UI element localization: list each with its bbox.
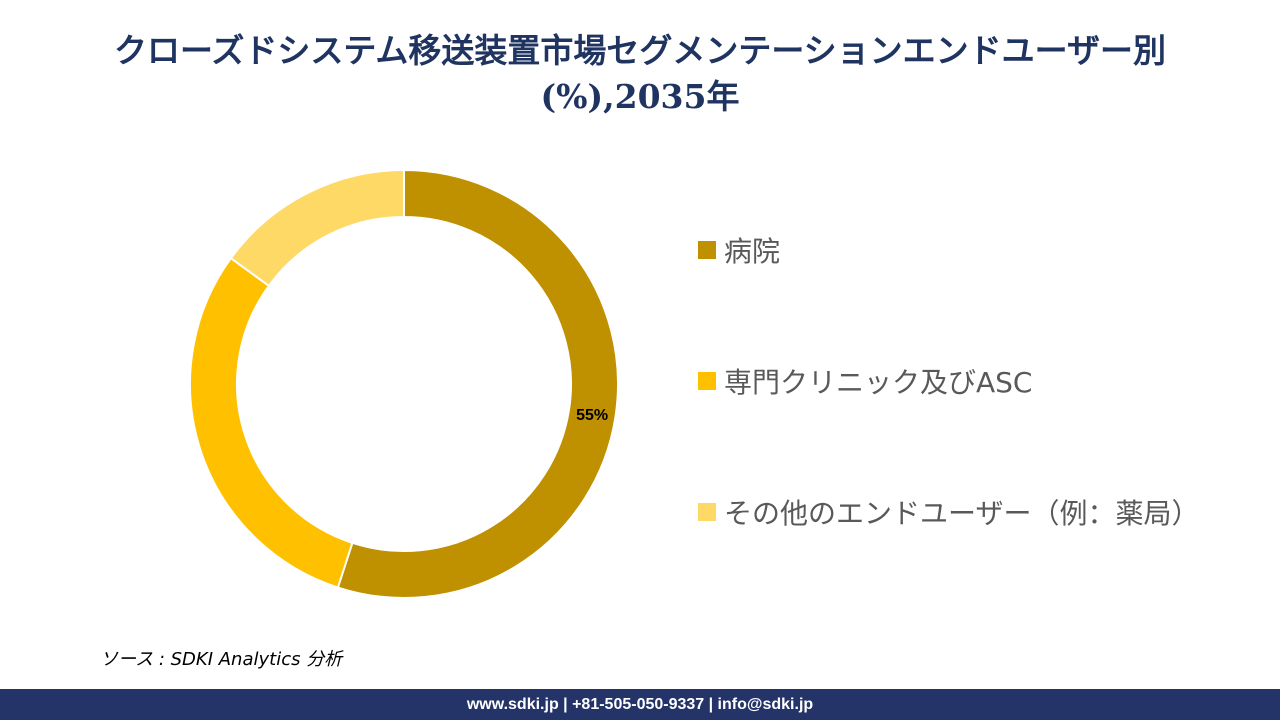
footer-bar: www.sdki.jp | +81-505-050-9337 | info@sd… [0,689,1280,720]
legend-label-3: その他のエンドユーザー（例：薬局） [724,497,1200,530]
legend-label-1: 病院 [724,235,781,268]
chart-title-line-1: クローズドシステム移送装置市場セグメンテーションエンドユーザー別 [113,31,1167,70]
legend-item-2: 専門クリニック及びASC [698,361,1032,401]
donut-slice-2 [189,256,354,589]
legend-item-3: その他のエンドユーザー（例：薬局） [698,492,1199,532]
legend-label-2: 専門クリニック及びASC [724,366,1033,399]
donut-slice-label-1: 55% [576,407,608,424]
chart-title: クローズドシステム移送装置市場セグメンテーションエンドユーザー別 (%),203… [40,28,1240,120]
legend-item-1: 病院 [698,230,780,270]
source-note: ソース : SDKI Analytics 分析 [100,649,343,670]
donut-chart: 55% [189,168,619,599]
donut-slice-3 [229,168,405,288]
footer-contact: www.sdki.jp | +81-505-050-9337 | info@sd… [466,696,814,713]
legend-swatch-1 [698,241,716,259]
donut-slice-1 [336,168,619,599]
legend-swatch-2 [698,372,716,390]
legend-swatch-3 [698,503,716,521]
chart-title-line-2: (%),2035年 [540,77,740,116]
